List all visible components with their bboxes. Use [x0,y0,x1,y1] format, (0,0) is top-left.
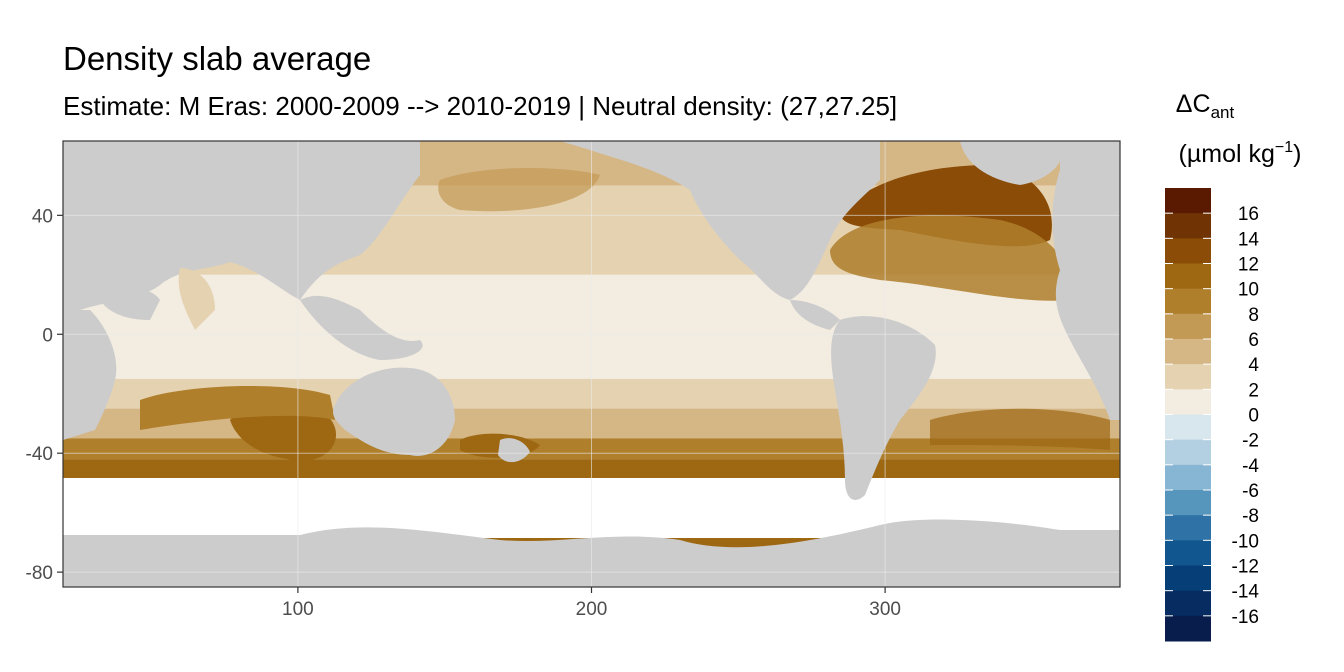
legend-swatch [1165,288,1211,315]
legend-swatch [1165,540,1211,566]
x-axis: 100 200 300 [282,587,901,620]
legend-swatch [1165,490,1211,516]
legend-swatch [1165,364,1211,390]
north-america [560,141,880,300]
new-zealand [498,438,530,463]
legend-title-units: (µmol kg−1) [1179,139,1302,168]
legend-swatch [1165,439,1211,466]
legend-title-main: ΔCant [1176,90,1235,122]
legend-label: -6 [1242,481,1259,502]
legend-label: 16 [1238,204,1259,225]
legend-swatch [1165,389,1211,415]
legend-label: -12 [1232,557,1259,578]
x-tick-label: 200 [576,599,608,620]
y-tick-label: -80 [26,563,53,584]
eurasia [63,141,420,310]
legend-label: -14 [1232,582,1260,603]
legend-label: 10 [1238,280,1259,301]
grid-lines [63,141,1120,587]
map-panel [63,141,1120,587]
north-atlantic-outer [830,215,1072,301]
legend-label: 8 [1248,305,1259,326]
arabia [100,288,160,320]
madagascar [1099,378,1111,397]
australia [333,367,455,456]
legend-swatch [1165,414,1211,441]
legend-swatch [1165,313,1211,340]
legend-label: 6 [1248,330,1259,351]
x-tick-label: 300 [869,599,901,620]
chart-title: Density slab average [63,40,372,77]
legend-label: 14 [1238,229,1260,250]
indian-ocean-mid [140,385,335,430]
legend-label: 2 [1248,380,1259,401]
legend-label: -8 [1242,506,1259,527]
legend-label: -10 [1232,531,1259,552]
legend-swatch [1165,464,1211,491]
legend-label: 4 [1248,355,1259,376]
chart-subtitle: Estimate: M Eras: 2000-2009 --> 2010-201… [63,91,898,121]
greenland [960,141,1063,185]
legend-swatch [1165,263,1211,290]
legend-swatch [1165,238,1211,264]
legend-label: -2 [1242,431,1259,452]
legend-label: -16 [1232,607,1259,628]
legend-swatch [1165,213,1211,239]
legend-units-sup: −1 [1275,139,1293,156]
north-pacific-patch [438,168,600,212]
south-america [831,316,936,500]
legend-units-post: ) [1293,140,1301,168]
y-axis: 40 0 -40 -80 [26,206,63,584]
legend-swatch [1165,565,1211,592]
legend-label: 12 [1238,255,1259,276]
africa [63,310,117,440]
legend-label: 0 [1248,406,1259,427]
legend-swatch [1165,590,1211,617]
y-tick-label: -40 [26,444,53,465]
india [178,268,215,330]
legend-title-delta: ΔC [1176,90,1211,118]
legend-labels: 16 14 12 10 8 6 4 2 0 -2 -4 -6 -8 -10 -12 -14 -16 [1165,204,1259,628]
legend-swatches [1165,188,1211,642]
europe [1052,141,1120,270]
southeast-asia [300,295,423,360]
legend-swatch [1165,339,1211,365]
legend-swatch [1165,615,1211,642]
y-tick-label: 40 [32,206,53,227]
land-masses [63,141,1120,587]
legend-swatch [1165,515,1211,541]
legend-units-pre: (µmol kg [1179,140,1275,168]
legend-title-subscript: ant [1211,103,1235,122]
x-tick-label: 100 [282,599,314,620]
south-atlantic-patch [930,408,1110,450]
color-legend: ΔCant (µmol kg−1) 16 14 12 10 8 6 4 2 0 -2 -4 -6 -8 -… [1165,90,1301,642]
y-tick-label: 0 [42,325,53,346]
central-america [790,300,840,330]
legend-swatch [1165,188,1211,214]
legend-label: -4 [1242,456,1259,477]
